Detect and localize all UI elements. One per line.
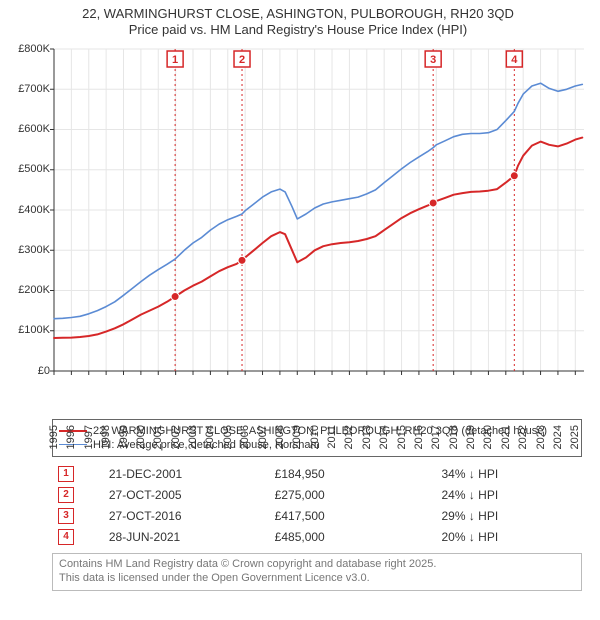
transaction-badge: 1 (58, 466, 74, 482)
transaction-diff: 20% ↓ HPI (435, 526, 582, 547)
x-tick-label: 2003 (187, 425, 199, 465)
x-tick-label: 2008 (274, 425, 286, 465)
transaction-date: 21-DEC-2001 (103, 463, 269, 484)
footer-line2: This data is licensed under the Open Gov… (59, 572, 575, 586)
x-tick-label: 2015 (396, 425, 408, 465)
x-tick-label: 2017 (430, 425, 442, 465)
transaction-row: 3 27-OCT-2016£417,50029% ↓ HPI (52, 505, 582, 526)
x-tick-label: 2023 (535, 425, 547, 465)
x-tick-label: 2013 (361, 425, 373, 465)
x-tick-label: 2010 (309, 425, 321, 465)
x-tick-label: 2011 (326, 425, 338, 465)
x-tick-label: 1995 (48, 425, 60, 465)
transaction-diff: 24% ↓ HPI (435, 484, 582, 505)
x-tick-label: 2006 (239, 425, 251, 465)
svg-text:2: 2 (239, 54, 245, 66)
x-tick-label: 2024 (552, 425, 564, 465)
x-tick-label: 2016 (413, 425, 425, 465)
footer-licence: Contains HM Land Registry data © Crown c… (52, 553, 582, 591)
x-tick-label: 2000 (135, 425, 147, 465)
x-tick-label: 2007 (257, 425, 269, 465)
chart-title-line1: 22, WARMINGHURST CLOSE, ASHINGTON, PULBO… (4, 6, 592, 22)
transaction-badge: 4 (58, 529, 74, 545)
transaction-row: 2 27-OCT-2005£275,00024% ↓ HPI (52, 484, 582, 505)
x-tick-label: 1998 (100, 425, 112, 465)
chart-titles: 22, WARMINGHURST CLOSE, ASHINGTON, PULBO… (4, 6, 592, 39)
transaction-date: 27-OCT-2016 (103, 505, 269, 526)
x-tick-label: 2019 (465, 425, 477, 465)
transaction-diff: 29% ↓ HPI (435, 505, 582, 526)
x-tick-label: 2012 (343, 425, 355, 465)
transaction-row: 1 21-DEC-2001£184,95034% ↓ HPI (52, 463, 582, 484)
footer-line1: Contains HM Land Registry data © Crown c… (59, 558, 575, 572)
x-tick-label: 2002 (170, 425, 182, 465)
transaction-price: £485,000 (269, 526, 436, 547)
x-tick-label: 2001 (152, 425, 164, 465)
transaction-badge: 2 (58, 487, 74, 503)
chart-area: £0£100K£200K£300K£400K£500K£600K£700K£80… (6, 41, 590, 411)
chart-title-line2: Price paid vs. HM Land Registry's House … (4, 22, 592, 38)
transaction-price: £275,000 (269, 484, 436, 505)
x-tick-label: 2004 (204, 425, 216, 465)
x-tick-label: 2014 (378, 425, 390, 465)
transaction-price: £417,500 (269, 505, 436, 526)
transaction-row: 4 28-JUN-2021£485,00020% ↓ HPI (52, 526, 582, 547)
transactions-table: 1 21-DEC-2001£184,95034% ↓ HPI 2 27-OCT-200… (52, 463, 582, 547)
transaction-badge: 3 (58, 508, 74, 524)
transaction-date: 27-OCT-2005 (103, 484, 269, 505)
x-tick-label: 2018 (448, 425, 460, 465)
x-tick-label: 2020 (482, 425, 494, 465)
svg-text:4: 4 (511, 54, 518, 66)
x-tick-label: 2009 (291, 425, 303, 465)
x-tick-label: 2021 (500, 425, 512, 465)
x-tick-label: 1999 (118, 425, 130, 465)
x-tick-label: 2025 (569, 425, 581, 465)
x-tick-label: 1996 (65, 425, 77, 465)
svg-text:3: 3 (430, 54, 436, 66)
chart-svg: 1 2 3 4 (6, 41, 590, 411)
svg-text:1: 1 (172, 54, 178, 66)
transaction-diff: 34% ↓ HPI (435, 463, 582, 484)
x-tick-label: 2022 (517, 425, 529, 465)
transaction-date: 28-JUN-2021 (103, 526, 269, 547)
transaction-price: £184,950 (269, 463, 436, 484)
x-tick-label: 1997 (83, 425, 95, 465)
x-tick-label: 2005 (222, 425, 234, 465)
